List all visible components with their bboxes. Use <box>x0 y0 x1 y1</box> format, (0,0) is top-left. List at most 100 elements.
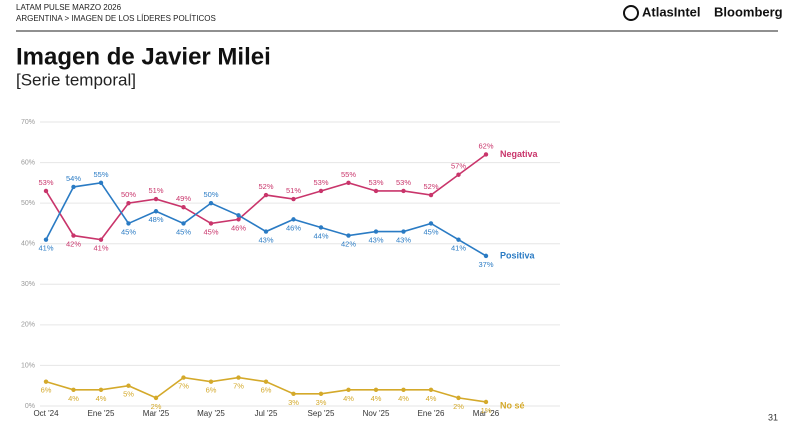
value-label: 1% <box>481 406 492 415</box>
value-label: 4% <box>68 394 79 403</box>
point <box>208 200 214 206</box>
value-label: 53% <box>368 178 383 187</box>
value-label: 52% <box>423 182 438 191</box>
point <box>71 387 76 392</box>
value-label: 41% <box>451 244 466 253</box>
value-label: 44% <box>313 231 328 240</box>
value-label: 4% <box>371 394 382 403</box>
brand-logo <box>623 5 639 21</box>
x-tick-label: Oct '24 <box>33 409 59 418</box>
point <box>456 172 461 177</box>
value-label: 46% <box>286 223 301 232</box>
point <box>126 221 131 226</box>
value-label: 46% <box>231 223 246 232</box>
breadcrumb: ARGENTINA > IMAGEN DE LOS LÍDERES POLÍTI… <box>16 14 216 23</box>
point <box>346 180 351 186</box>
point <box>208 221 214 226</box>
value-label: 42% <box>341 240 356 249</box>
value-label: 48% <box>148 215 163 224</box>
value-label: 43% <box>258 236 273 245</box>
series-name: Positiva <box>500 250 536 260</box>
y-tick-label: 0% <box>25 403 35 410</box>
value-label: 51% <box>148 186 163 195</box>
y-tick-label: 10% <box>21 362 35 369</box>
chart-title: Imagen de Javier Milei <box>16 43 271 70</box>
brand: AtlasIntel <box>642 4 701 19</box>
point <box>483 152 489 157</box>
point <box>98 387 104 392</box>
value-label: 53% <box>313 178 328 187</box>
point <box>291 217 296 222</box>
value-label: 4% <box>96 394 107 403</box>
x-tick-label: Nov '25 <box>363 409 390 418</box>
point <box>373 387 379 392</box>
point <box>181 375 186 380</box>
point <box>263 192 269 198</box>
value-label: 45% <box>203 227 218 236</box>
point <box>236 213 241 218</box>
value-label: 57% <box>451 162 466 171</box>
point <box>126 200 131 206</box>
value-label: 45% <box>121 227 136 236</box>
x-tick-label: Sep '25 <box>308 409 335 418</box>
value-label: 50% <box>203 190 218 199</box>
point <box>43 379 49 384</box>
value-label: 3% <box>316 398 327 407</box>
series-name: Negativa <box>500 149 539 159</box>
value-label: 49% <box>176 194 191 203</box>
point <box>291 391 296 397</box>
point <box>318 188 324 194</box>
chart-subtitle: [Serie temporal] <box>16 70 136 89</box>
value-label: 2% <box>453 402 464 411</box>
value-label: 7% <box>233 382 244 391</box>
point <box>346 387 351 392</box>
point <box>401 229 406 234</box>
value-label: 45% <box>176 227 191 236</box>
value-label: 55% <box>341 170 356 179</box>
point <box>236 375 241 380</box>
x-tick-label: Jul '25 <box>255 409 278 418</box>
value-label: 5% <box>123 390 134 399</box>
series-name: No sé <box>500 400 525 410</box>
value-label: 52% <box>258 182 273 191</box>
page-number: 31 <box>768 412 778 422</box>
value-label: 41% <box>38 244 53 253</box>
point <box>373 229 379 234</box>
point <box>483 253 489 259</box>
value-label: 51% <box>286 186 301 195</box>
point <box>428 192 434 198</box>
report-label: LATAM PULSE MARZO 2026 <box>16 3 122 12</box>
point <box>401 188 406 194</box>
point <box>456 237 461 242</box>
y-tick-label: 20% <box>21 322 35 329</box>
point <box>153 209 159 214</box>
point <box>126 383 131 388</box>
value-label: 7% <box>178 382 189 391</box>
value-label: 4% <box>398 394 409 403</box>
value-label: 53% <box>38 178 53 187</box>
value-label: 6% <box>206 386 217 395</box>
value-label: 54% <box>66 174 81 183</box>
point <box>401 387 406 392</box>
point <box>318 391 324 397</box>
y-tick-label: 40% <box>21 241 35 248</box>
point <box>456 395 461 401</box>
point <box>43 188 49 194</box>
value-label: 37% <box>478 260 493 269</box>
partner: Bloomberg <box>714 4 783 19</box>
point <box>98 237 104 242</box>
point <box>98 180 104 186</box>
value-label: 6% <box>41 386 52 395</box>
point <box>428 387 434 392</box>
value-label: 62% <box>478 141 493 150</box>
value-label: 55% <box>93 170 108 179</box>
point <box>236 217 241 222</box>
value-label: 53% <box>396 178 411 187</box>
x-tick-label: Ene '25 <box>88 409 115 418</box>
value-label: 43% <box>396 236 411 245</box>
y-tick-label: 30% <box>21 281 35 288</box>
point <box>43 237 49 242</box>
x-tick-label: Mar '26 <box>473 409 500 418</box>
value-label: 50% <box>121 190 136 199</box>
